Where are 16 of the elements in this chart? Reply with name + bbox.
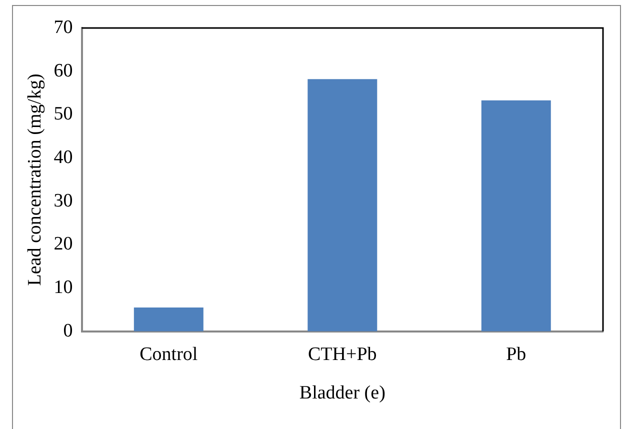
bar: [134, 308, 204, 332]
x-tick-label: CTH+Pb: [308, 344, 377, 365]
y-tick-label: 20: [54, 234, 73, 255]
y-tick-label: 10: [54, 277, 73, 298]
y-tick-label: 60: [54, 60, 73, 82]
y-tick-label: 70: [54, 16, 73, 38]
x-axis-title: Bladder (e): [299, 382, 386, 404]
bar: [481, 100, 551, 332]
y-tick-label: 30: [54, 190, 73, 212]
bar: [308, 79, 378, 332]
x-tick-label: Pb: [506, 344, 526, 365]
y-tick-label: 40: [54, 147, 73, 168]
x-tick-label: Control: [140, 344, 198, 365]
y-tick-label: 50: [54, 104, 73, 125]
y-axis-title: Lead concentration (mg/kg): [24, 74, 46, 286]
y-tick-label: 0: [63, 320, 73, 342]
